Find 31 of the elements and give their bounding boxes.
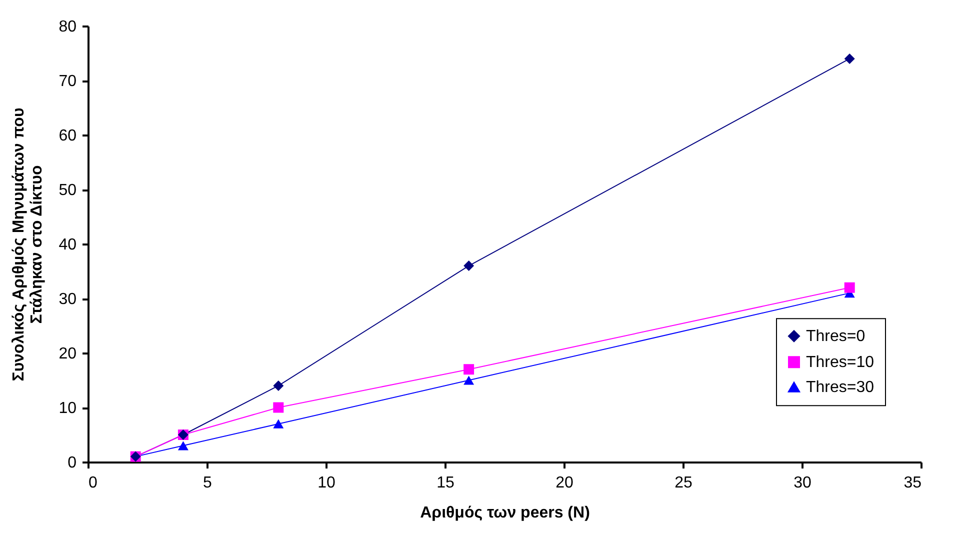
point xyxy=(178,441,188,450)
point xyxy=(464,260,474,272)
point xyxy=(273,380,284,391)
x-tick-label: 5 xyxy=(203,474,212,492)
x-tick-label: 0 xyxy=(88,474,98,492)
y-tick-label: 60 xyxy=(58,128,77,144)
x-tick-label: 10 xyxy=(318,474,336,492)
point xyxy=(464,376,474,385)
x-tick-label: 15 xyxy=(436,474,454,492)
x-tick-label: 35 xyxy=(904,474,922,492)
y-tick-label: 0 xyxy=(68,454,77,472)
x-axis-title: Αριθμός των peers (N) xyxy=(420,504,590,522)
legend-label: Thres=10 xyxy=(806,354,874,372)
point xyxy=(844,53,855,64)
x-tick-label: 30 xyxy=(794,474,812,492)
x-tick-label: 20 xyxy=(556,474,574,492)
point xyxy=(273,402,284,413)
y-tick-label: 70 xyxy=(58,73,77,90)
y-tick-label: 10 xyxy=(58,400,77,417)
y-tick-label: 40 xyxy=(58,236,77,254)
y-tick-label: 30 xyxy=(58,291,77,308)
x-tick-label: 25 xyxy=(674,474,692,492)
y-tick-label: 80 xyxy=(58,18,77,36)
legend-label: Thres=0 xyxy=(806,328,866,346)
point xyxy=(464,364,474,375)
y-axis-title: Συνολικός Αριθμός Μηνυμάτων που Στάληκαν στο Δίκτυο xyxy=(10,108,46,382)
point xyxy=(844,282,855,293)
legend-label: Thres=30 xyxy=(806,379,874,396)
y-tick-label: 50 xyxy=(58,182,77,199)
y-tick-label: 20 xyxy=(58,346,77,362)
point xyxy=(273,419,284,428)
